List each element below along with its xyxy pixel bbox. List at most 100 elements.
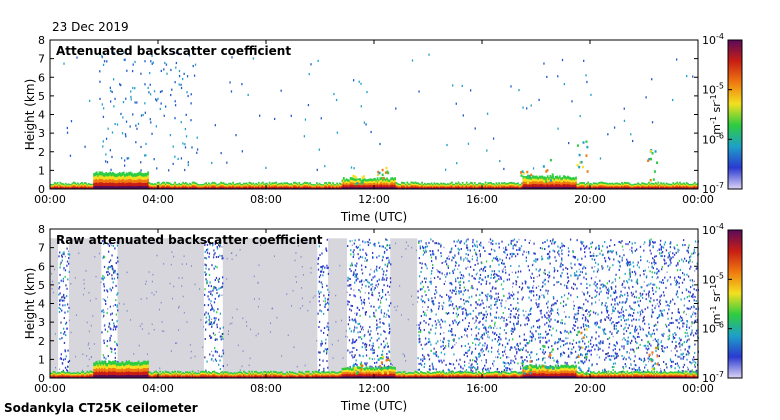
aerosol-layer-cell: [464, 183, 467, 186]
cloud-echo: [355, 176, 358, 179]
aerosol-layer-cell: [234, 183, 237, 186]
noise-pixel: [576, 317, 578, 320]
noise-pixel: [481, 299, 483, 302]
aerosol-layer-cell: [465, 183, 468, 186]
aerosol-layer-cell: [288, 185, 291, 188]
noise-pixel: [596, 270, 599, 273]
noise-pixel: [370, 288, 372, 291]
aerosol-layer-cell: [270, 186, 272, 189]
noise-pixel: [508, 278, 511, 281]
noise-pixel: [365, 354, 368, 357]
noise-pixel: [374, 361, 376, 364]
aerosol-layer-cell: [341, 183, 344, 186]
noise-pixel: [390, 302, 392, 305]
echo-speckle: [66, 126, 68, 130]
echo-speckle: [174, 155, 176, 158]
aerosol-layer-cell: [112, 175, 114, 180]
aerosol-layer-cell: [244, 182, 247, 185]
aerosol-layer-cell: [321, 185, 324, 187]
noise-pixel: [663, 258, 665, 261]
noise-pixel: [357, 322, 359, 325]
noise-pixel: [517, 309, 519, 312]
noise-pixel: [517, 270, 520, 273]
aerosol-layer-cell: [419, 185, 422, 188]
noise-pixel: [637, 261, 639, 264]
aerosol-layer-cell: [202, 185, 205, 187]
noise-pixel: [631, 249, 633, 252]
noise-pixel: [621, 345, 623, 348]
aerosol-layer-cell: [259, 186, 261, 188]
echo-speckle: [151, 54, 153, 58]
aerosol-layer-cell: [488, 186, 491, 189]
aerosol-layer-cell: [245, 183, 248, 186]
noise-pixel: [517, 362, 519, 365]
aerosol-layer-cell: [476, 185, 479, 187]
aerosol-layer-cell: [253, 186, 256, 188]
aerosol-layer-cell: [63, 185, 66, 187]
aerosol-layer-cell: [318, 182, 321, 185]
noise-pixel: [689, 279, 691, 282]
noise-pixel: [512, 307, 515, 310]
noise-pixel: [458, 290, 460, 293]
noise-pixel: [481, 262, 483, 265]
noise-pixel: [597, 326, 600, 329]
aerosol-layer-cell: [467, 183, 469, 186]
noise-pixel: [361, 256, 363, 259]
noise-pixel: [674, 302, 676, 305]
noise-pixel: [479, 255, 482, 258]
noise-pixel: [634, 241, 636, 244]
aerosol-layer-cell: [396, 184, 399, 186]
noise-pixel: [584, 342, 586, 345]
echo-speckle: [522, 106, 524, 109]
aerosol-layer-cell: [575, 176, 577, 180]
aerosol-layer-cell: [195, 186, 198, 189]
noise-pixel: [61, 337, 63, 340]
noise-pixel: [460, 258, 462, 261]
noise-pixel: [214, 339, 216, 342]
noise-pixel: [205, 267, 207, 270]
noise-pixel: [535, 268, 537, 271]
aerosol-layer-cell: [203, 183, 206, 185]
noise-pixel: [110, 313, 112, 316]
aerosol-layer-cell: [147, 174, 149, 179]
noise-pixel: [631, 308, 633, 311]
aerosol-layer-cell: [421, 181, 423, 184]
aerosol-layer-cell: [425, 186, 428, 189]
aerosol-layer-cell: [395, 186, 398, 189]
aerosol-layer-cell: [108, 172, 110, 177]
aerosol-layer-cell: [456, 182, 459, 185]
echo-speckle: [571, 100, 573, 103]
aerosol-layer-cell: [128, 178, 131, 183]
aerosol-layer-cell: [340, 183, 342, 185]
aerosol-layer-cell: [126, 179, 129, 183]
noise-pixel: [218, 295, 220, 298]
noise-pixel: [492, 327, 495, 330]
noise-pixel: [432, 263, 434, 266]
noise-pixel: [576, 296, 579, 299]
echo-speckle: [186, 75, 189, 78]
aerosol-layer-cell: [394, 184, 396, 188]
noise-pixel: [585, 278, 587, 281]
noise-pixel: [116, 273, 119, 276]
echo-speckle: [461, 84, 463, 88]
noise-pixel: [383, 270, 385, 273]
aerosol-layer-cell: [477, 183, 480, 186]
noise-pixel: [384, 263, 386, 266]
aerosol-layer-cell: [117, 176, 120, 180]
echo-speckle: [499, 159, 501, 163]
cloud-echo: [520, 174, 523, 177]
noise-pixel: [628, 278, 630, 281]
noise-pixel: [422, 359, 424, 362]
noise-pixel: [485, 359, 487, 362]
noise-pixel: [59, 251, 61, 254]
noise-pixel: [386, 313, 388, 316]
aerosol-layer-cell: [197, 187, 199, 189]
noise-pixel: [475, 360, 477, 363]
noise-pixel: [651, 262, 653, 265]
aerosol-layer-cell: [82, 183, 85, 186]
aerosol-layer-cell: [141, 185, 144, 190]
aerosol-layer-cell: [75, 184, 78, 187]
noise-pixel: [580, 360, 582, 363]
noise-pixel: [565, 337, 567, 340]
noise-pixel: [594, 289, 596, 292]
